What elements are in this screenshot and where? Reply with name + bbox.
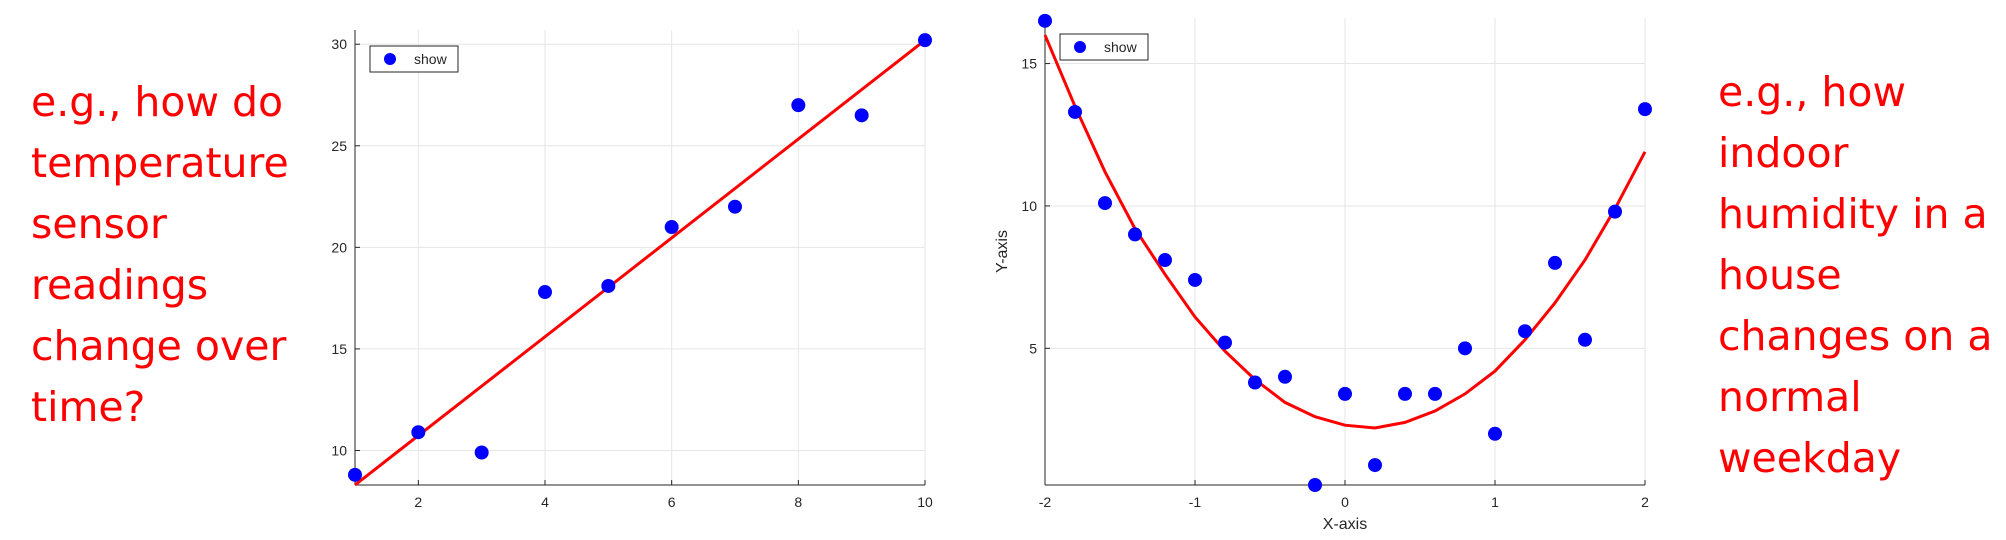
legend-marker — [1074, 41, 1086, 53]
data-point — [1098, 196, 1112, 211]
x-tick-label: -2 — [1039, 494, 1052, 510]
legend-label: show — [1104, 39, 1138, 55]
data-point — [1578, 332, 1592, 347]
x-axis-label: X-axis — [1323, 516, 1367, 533]
x-tick-label: 1 — [1491, 494, 1499, 510]
data-point — [538, 285, 552, 300]
x-tick-label: 4 — [541, 494, 549, 510]
y-tick-label: 15 — [1021, 56, 1037, 72]
data-point — [1488, 426, 1502, 441]
data-point — [1338, 386, 1352, 401]
data-point — [1188, 272, 1202, 287]
temperature-scatter-chart: 2 4 6 8 10 10 15 20 25 30 show — [331, 30, 933, 510]
legend-label: show — [414, 51, 448, 67]
y-tick-label: 20 — [331, 239, 347, 255]
y-tick-label: 10 — [331, 442, 347, 458]
data-point — [1608, 204, 1622, 219]
data-point — [1158, 253, 1172, 268]
y-tick-label: 25 — [331, 138, 347, 154]
humidity-scatter-chart: -2 -1 0 1 2 5 10 15 X-axis Y-axis show — [994, 13, 1652, 533]
x-tick-label: 2 — [414, 494, 422, 510]
data-point — [791, 98, 806, 113]
legend-marker — [384, 53, 396, 65]
data-point — [1428, 386, 1442, 401]
x-tick-label: -1 — [1189, 494, 1202, 510]
data-point — [1068, 104, 1082, 119]
data-point — [854, 108, 869, 123]
data-point — [1218, 335, 1232, 350]
y-axis-label: Y-axis — [994, 230, 1011, 273]
y-tick-label: 10 — [1021, 198, 1037, 214]
x-tick-label: 8 — [794, 494, 802, 510]
left-question-caption: e.g., how do temperature sensor readings… — [31, 78, 289, 431]
data-point — [1278, 369, 1292, 384]
data-point — [411, 425, 426, 440]
data-point — [1458, 341, 1472, 356]
legend: show — [369, 45, 459, 73]
data-point — [1308, 478, 1322, 492]
data-point — [1638, 102, 1652, 117]
data-point — [1038, 13, 1052, 28]
x-tick-label: 10 — [917, 494, 933, 510]
y-tick-label: 15 — [331, 341, 347, 357]
fit-line — [354, 39, 926, 487]
data-point — [474, 445, 489, 460]
data-point — [1398, 386, 1412, 401]
data-point — [918, 33, 932, 48]
y-tick-label: 30 — [331, 36, 347, 52]
legend: show — [1059, 33, 1149, 61]
data-point — [1548, 255, 1562, 270]
data-point — [1368, 458, 1382, 473]
data-point — [1518, 324, 1532, 339]
x-tick-label: 0 — [1341, 494, 1349, 510]
x-tick-label: 2 — [1641, 494, 1649, 510]
data-point — [348, 467, 362, 482]
data-point — [1128, 227, 1142, 242]
x-tick-label: 6 — [668, 494, 676, 510]
data-point — [728, 199, 742, 214]
data-point — [1248, 375, 1262, 390]
right-question-caption: e.g., how indoor humidity in a house cha… — [1718, 68, 1993, 482]
data-point — [601, 278, 616, 293]
y-tick-label: 5 — [1029, 340, 1037, 356]
data-point — [664, 220, 679, 235]
fit-line — [1043, 34, 1647, 430]
